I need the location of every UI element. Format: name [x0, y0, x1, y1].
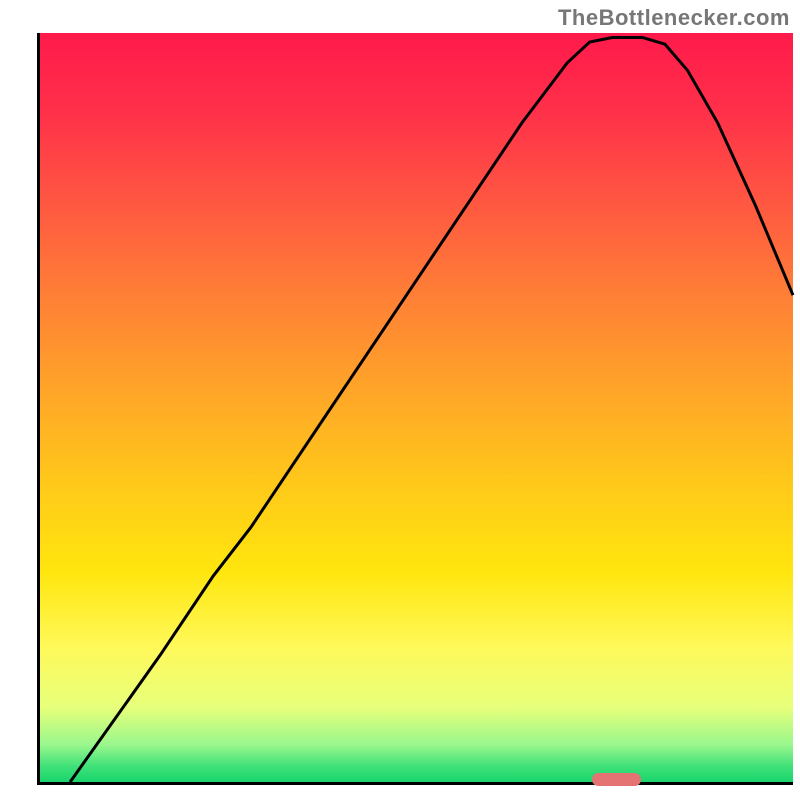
bottleneck-curve [40, 33, 793, 782]
curve-path [70, 37, 793, 782]
optimal-marker [592, 773, 641, 786]
watermark-text: TheBottlenecker.com [558, 5, 790, 31]
root: TheBottlenecker.com [0, 0, 800, 800]
plot-area [37, 33, 793, 785]
